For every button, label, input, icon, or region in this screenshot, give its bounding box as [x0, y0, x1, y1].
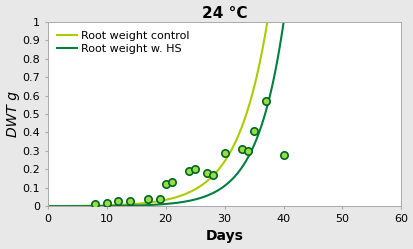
Root weight w. HS	[45, 205, 50, 208]
Point	[238, 147, 245, 151]
Y-axis label: DWT g: DWT g	[5, 91, 19, 137]
Point	[91, 202, 98, 206]
Point	[250, 128, 257, 132]
X-axis label: Days: Days	[205, 229, 243, 244]
Point	[103, 200, 110, 204]
Point	[162, 182, 169, 186]
Line: Root weight control: Root weight control	[47, 0, 342, 206]
Title: 24 °C: 24 °C	[202, 5, 247, 21]
Point	[127, 199, 133, 203]
Root weight control	[45, 205, 50, 208]
Root weight w. HS	[175, 201, 180, 204]
Root weight control	[75, 204, 80, 207]
Root weight control	[164, 198, 169, 201]
Point	[185, 169, 192, 173]
Point	[244, 149, 251, 153]
Point	[156, 197, 163, 201]
Point	[115, 199, 121, 203]
Root weight w. HS	[164, 202, 169, 205]
Point	[262, 99, 268, 103]
Root weight w. HS	[280, 25, 285, 28]
Root weight w. HS	[247, 152, 252, 155]
Point	[221, 151, 227, 155]
Point	[144, 197, 151, 201]
Point	[203, 171, 210, 175]
Point	[280, 153, 286, 157]
Point	[168, 180, 174, 184]
Root weight w. HS	[274, 58, 279, 61]
Point	[209, 173, 216, 177]
Legend: Root weight control, Root weight w. HS: Root weight control, Root weight w. HS	[53, 27, 192, 57]
Root weight control	[247, 100, 252, 103]
Root weight w. HS	[75, 205, 80, 208]
Root weight control	[175, 195, 180, 198]
Line: Root weight w. HS: Root weight w. HS	[47, 0, 342, 206]
Point	[191, 167, 198, 171]
